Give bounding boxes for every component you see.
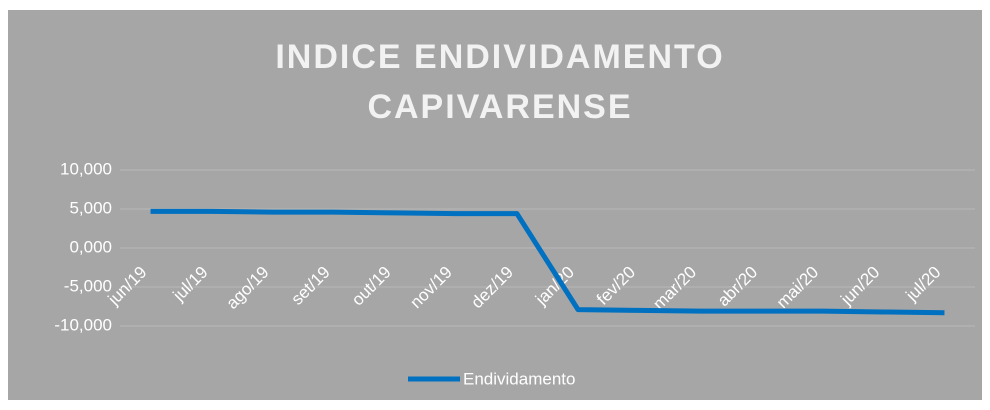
y-tick-label: 5,000 <box>69 198 112 217</box>
series-line <box>150 208 945 316</box>
chart-title: CAPIVARENSE <box>367 88 632 126</box>
y-tick-label: 10,000 <box>60 159 112 178</box>
chart-title: INDICE ENDIVIDAMENTO <box>275 38 724 76</box>
y-tick-label: -10,000 <box>54 315 112 334</box>
chart-area <box>8 10 982 400</box>
y-tick-label: 0,000 <box>69 237 112 256</box>
legend-label: Endividamento <box>463 369 575 388</box>
y-tick-label: -5,000 <box>64 276 112 295</box>
